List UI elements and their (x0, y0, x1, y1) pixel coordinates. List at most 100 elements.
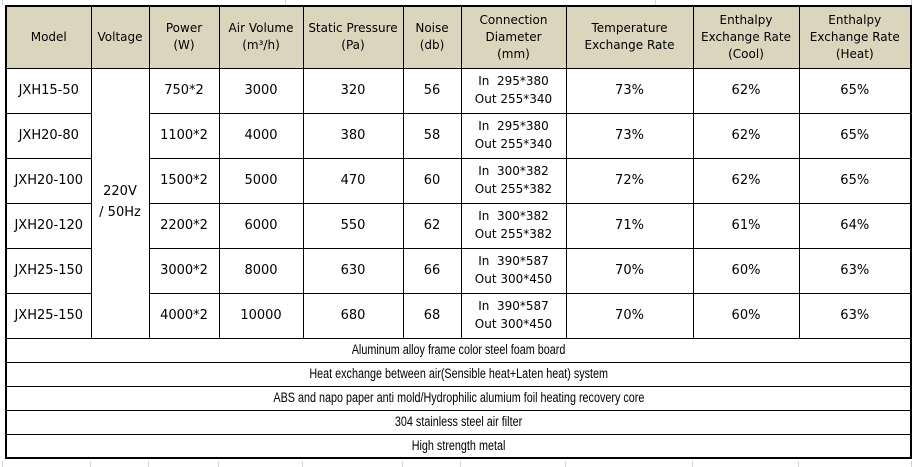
cell-temp-exchange-rate: 71% (565, 202, 694, 249)
col-header-static-pressure: Static Pressure (Pa) (302, 5, 404, 69)
cell-enthalpy-heat: 63% (798, 292, 912, 339)
cell-enthalpy-heat: 65% (798, 157, 912, 204)
spec-row-frame: Aluminum alloy frame color steel foam bo… (5, 337, 912, 363)
gridline-stub (565, 461, 566, 467)
gridline-stub (2, 0, 3, 5)
cell-model: JXH25-150 (5, 292, 92, 339)
cell-air-volume: 10000 (218, 292, 304, 339)
cell-enthalpy-cool: 62% (692, 67, 800, 114)
cell-enthalpy-heat: 65% (798, 67, 912, 114)
cell-recovery-core: ABS and napo paper anti mold/Hydrophilic… (5, 385, 912, 411)
gridline-stub (402, 461, 403, 467)
cell-air-volume: 5000 (218, 157, 304, 204)
cell-air-filter: 304 stainless steel air filter (5, 409, 912, 435)
col-header-air-volume: Air Volume (m³/h) (218, 5, 304, 69)
cell-power: 750*2 (148, 67, 220, 114)
gridline-stub (692, 461, 693, 467)
cell-enthalpy-heat: 65% (798, 112, 912, 159)
spec-row-air-filter: 304 stainless steel air filter (5, 409, 912, 435)
col-header-model: Model (5, 5, 92, 69)
col-header-noise: Noise (db) (402, 5, 462, 69)
cell-static-pressure: 550 (302, 202, 404, 249)
cell-model: JXH20-80 (5, 112, 92, 159)
cell-noise: 66 (402, 247, 462, 294)
cell-temp-exchange-rate: 73% (565, 112, 694, 159)
gridline-stub (911, 0, 912, 5)
table-row: JXH25-150 4000*2 10000 680 68 In 390*587… (5, 292, 912, 339)
cell-connection-diameter: In 295*380 Out 255*340 (460, 112, 567, 159)
cell-enthalpy-cool: 60% (692, 292, 800, 339)
cell-air-volume: 3000 (218, 67, 304, 114)
cell-static-pressure: 680 (302, 292, 404, 339)
cell-voltage: 220V / 50Hz (90, 67, 150, 339)
col-header-voltage: Voltage (90, 5, 150, 69)
product-spec-table: Model Voltage Power (W) Air Volume (m³/h… (5, 5, 912, 459)
cell-connection-diameter: In 300*382 Out 255*382 (460, 202, 567, 249)
gridline-stub (911, 461, 912, 467)
gridline-stub (148, 461, 149, 467)
cell-noise: 68 (402, 292, 462, 339)
spec-text: ABS and napo paper anti mold/Hydrophilic… (273, 390, 644, 405)
col-header-power: Power (W) (148, 5, 220, 69)
cell-air-volume: 8000 (218, 247, 304, 294)
col-header-connection-diameter: Connection Diameter (mm) (460, 5, 567, 69)
cell-power: 2200*2 (148, 202, 220, 249)
cell-model: JXH25-150 (5, 247, 92, 294)
cell-power: 1500*2 (148, 157, 220, 204)
cell-enthalpy-heat: 63% (798, 247, 912, 294)
col-header-enthalpy-cool: Enthalpy Exchange Rate (Cool) (692, 5, 800, 69)
table-row: JXH15-50 220V / 50Hz 750*2 3000 320 56 I… (5, 67, 912, 339)
gridline-stub (90, 461, 91, 467)
cell-air-volume: 6000 (218, 202, 304, 249)
cell-metal: High strength metal (5, 433, 912, 459)
cell-static-pressure: 630 (302, 247, 404, 294)
spec-text: Aluminum alloy frame color steel foam bo… (351, 342, 566, 357)
spec-row-heat-exchange: Heat exchange between air(Sensible heat+… (5, 361, 912, 387)
cell-enthalpy-heat: 64% (798, 202, 912, 249)
cell-heat-exchange-system: Heat exchange between air(Sensible heat+… (5, 361, 912, 387)
cell-noise: 60 (402, 157, 462, 204)
gridline-stub (302, 461, 303, 467)
cell-model: JXH20-120 (5, 202, 92, 249)
cell-noise: 56 (402, 67, 462, 114)
cell-air-volume: 4000 (218, 112, 304, 159)
cell-static-pressure: 470 (302, 157, 404, 204)
gridline-stub (2, 461, 3, 467)
cell-noise: 58 (402, 112, 462, 159)
spec-row-metal: High strength metal (5, 433, 912, 459)
cell-power: 3000*2 (148, 247, 220, 294)
cell-connection-diameter: In 390*587 Out 300*450 (460, 247, 567, 294)
header-row: Model Voltage Power (W) Air Volume (m³/h… (5, 5, 912, 69)
gridline-stub (218, 461, 219, 467)
col-header-enthalpy-heat: Enthalpy Exchange Rate (Heat) (798, 5, 912, 69)
spec-text: High strength metal (411, 437, 506, 453)
cell-power: 1100*2 (148, 112, 220, 159)
spec-text: 304 stainless steel air filter (394, 414, 523, 429)
cell-enthalpy-cool: 62% (692, 157, 800, 204)
gridline-stub (285, 0, 286, 5)
cell-static-pressure: 320 (302, 67, 404, 114)
spec-row-recovery-core: ABS and napo paper anti mold/Hydrophilic… (5, 385, 912, 411)
cell-connection-diameter: In 295*380 Out 255*340 (460, 67, 567, 114)
cell-power: 4000*2 (148, 292, 220, 339)
cell-connection-diameter: In 390*587 Out 300*450 (460, 292, 567, 339)
cell-temp-exchange-rate: 73% (565, 67, 694, 114)
cell-model: JXH15-50 (5, 67, 92, 114)
cell-enthalpy-cool: 60% (692, 247, 800, 294)
cell-static-pressure: 380 (302, 112, 404, 159)
gridline-stub (460, 461, 461, 467)
table-row: JXH20-80 1100*2 4000 380 58 In 295*380 O… (5, 112, 912, 159)
gridline-stub (655, 0, 656, 5)
gridline-stub (798, 461, 799, 467)
cell-enthalpy-cool: 62% (692, 112, 800, 159)
spec-text: Heat exchange between air(Sensible heat+… (309, 366, 608, 381)
cell-temp-exchange-rate: 70% (565, 247, 694, 294)
cell-frame-material: Aluminum alloy frame color steel foam bo… (5, 337, 912, 363)
cell-enthalpy-cool: 61% (692, 202, 800, 249)
cell-noise: 62 (402, 202, 462, 249)
cell-temp-exchange-rate: 72% (565, 157, 694, 204)
col-header-temp-exchange-rate: Temperature Exchange Rate (565, 5, 694, 69)
cell-connection-diameter: In 300*382 Out 255*382 (460, 157, 567, 204)
cell-model: JXH20-100 (5, 157, 92, 204)
